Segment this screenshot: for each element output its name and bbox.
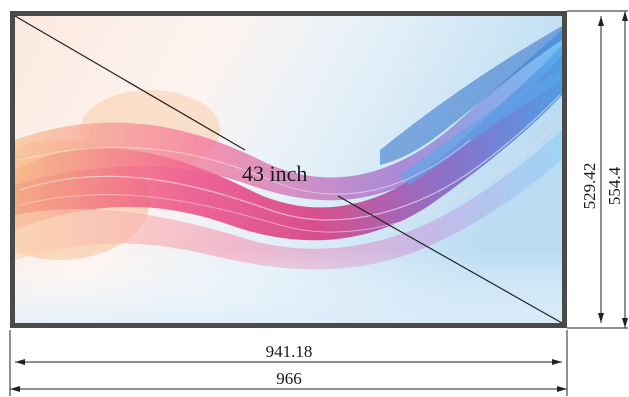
diagonal-line-upper [14,15,246,151]
active-width-dimension [15,359,562,365]
screen-wallpaper [15,16,562,323]
overall-width-dimension [10,386,567,392]
diagonal-size-label: 43 inch [242,161,307,186]
active-height-dimension [598,16,604,323]
overall-height-dimension [622,11,628,328]
active-height-label: 529.42 [580,163,599,210]
overall-width-label: 966 [276,369,302,388]
active-width-label: 941.18 [266,342,313,361]
overall-height-label: 554.4 [605,166,624,205]
diagonal-line-lower [337,195,563,324]
